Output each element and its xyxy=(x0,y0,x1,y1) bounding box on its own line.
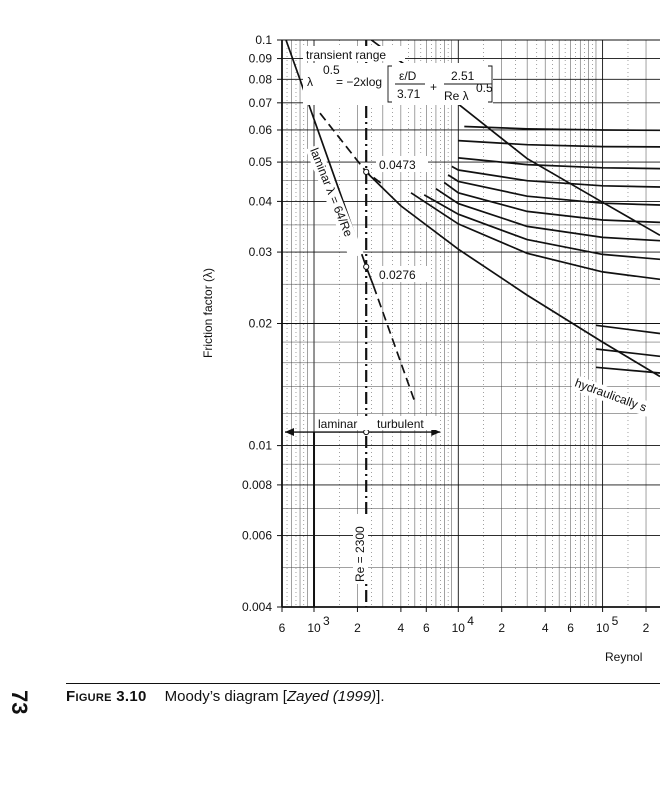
x-tick-label: 4 xyxy=(398,621,405,635)
y-tick-label: 0.09 xyxy=(249,52,273,66)
caption-rule xyxy=(66,683,660,684)
x-tick-labels: 6 10 3 2 4 6 10 4 2 4 6 10 5 2 xyxy=(279,614,650,635)
figure-label: Figure 3.10 xyxy=(66,688,147,705)
value-0473-label: 0.0473 xyxy=(379,158,416,172)
x-tick-label: 6 xyxy=(279,621,286,635)
y-tick-label: 0.05 xyxy=(249,155,273,169)
y-tick-label: 0.08 xyxy=(249,72,273,86)
y-tick-label: 0.03 xyxy=(249,245,273,259)
y-tick-label: 0.006 xyxy=(242,529,272,543)
formula-bracket-right xyxy=(488,65,493,103)
formula-frac2-den-exp: 0.5 xyxy=(476,81,493,95)
formula-bracket-left xyxy=(387,65,392,103)
transient-range-label: transient range xyxy=(306,48,386,62)
x-tick-label: 2 xyxy=(498,621,505,635)
friction-curve-13 xyxy=(464,125,660,132)
grid xyxy=(281,39,660,608)
formula-frac1-num: ε/D xyxy=(399,69,417,83)
figure-caption: Figure 3.10 Moody’s diagram [Zayed (1999)… xyxy=(66,688,385,705)
friction-curve-9 xyxy=(447,174,660,206)
re-label-box xyxy=(353,514,368,584)
value-0276-box xyxy=(376,266,428,282)
y-tick-label: 0.004 xyxy=(242,600,272,614)
value-0473-box xyxy=(376,156,428,172)
moody-chart: 0.1 0.09 0.08 0.07 0.06 0.05 0.04 0.03 0.02 0.01 0… xyxy=(201,33,660,664)
friction-curve-6 xyxy=(423,194,660,261)
y-tick-label: 0.04 xyxy=(249,194,273,208)
formula-frac2-num: 2.51 xyxy=(451,69,475,83)
formula-equals: = −2xlog xyxy=(336,75,382,89)
laminar-label: laminar xyxy=(318,417,357,431)
caption-end: ]. xyxy=(376,688,385,705)
friction-curve-2 xyxy=(372,285,416,403)
y-axis-label: Friction factor (λ) xyxy=(201,268,215,358)
x-tick-label: 10 xyxy=(596,621,610,635)
friction-curve-16 xyxy=(595,348,660,358)
caption-citation: Zayed (1999) xyxy=(286,688,377,705)
formula-frac2-den: Re λ xyxy=(444,89,469,103)
y-tick-label: 0.02 xyxy=(249,317,273,331)
reference-lines xyxy=(285,40,441,607)
page-number: 73 xyxy=(7,690,32,715)
x-tick-label: 2 xyxy=(354,621,361,635)
x-tick-exponent: 5 xyxy=(612,614,619,628)
arrow-head-left xyxy=(285,428,294,437)
friction-curve-4 xyxy=(365,171,660,378)
y-tick-labels: 0.1 0.09 0.08 0.07 0.06 0.05 0.04 0.03 0.02 0.01 0… xyxy=(242,33,272,614)
point-marker-2 xyxy=(363,263,370,270)
y-tick-label: 0.07 xyxy=(249,96,273,110)
y-tick-label: 0.1 xyxy=(255,33,272,47)
x-tick-label: 10 xyxy=(452,621,466,635)
transient-label-box xyxy=(303,46,405,61)
formula-lhs-exp: 0.5 xyxy=(323,63,340,77)
laminar-line-label-box xyxy=(305,144,364,260)
x-tick-exponent: 4 xyxy=(467,614,474,628)
colebrook-formula: λ 0.5 = −2xlog ε/D 3.71 + 2.51 Re λ 0.5 xyxy=(303,63,493,105)
x-tick-label: 6 xyxy=(423,621,430,635)
x-axis-label: Reynol xyxy=(605,650,642,664)
formula-plus: + xyxy=(430,80,437,94)
x-tick-label: 6 xyxy=(567,621,574,635)
friction-curve-8 xyxy=(443,181,660,224)
point-marker-1 xyxy=(363,168,370,175)
friction-curves xyxy=(285,40,660,403)
friction-curve-10 xyxy=(451,165,660,188)
hydraulically-label-box xyxy=(570,374,660,424)
friction-curve-12 xyxy=(458,139,660,148)
y-tick-label: 0.06 xyxy=(249,123,273,137)
friction-curve-15 xyxy=(595,324,660,335)
friction-curve-17 xyxy=(595,366,660,374)
laminar-turbulent-box xyxy=(315,416,437,430)
point-marker-3 xyxy=(363,428,370,436)
x-tick-label: 4 xyxy=(542,621,549,635)
x-tick-exponent: 3 xyxy=(323,614,330,628)
friction-curve-11 xyxy=(458,157,660,170)
axes xyxy=(277,39,660,612)
formula-frac1-den: 3.71 xyxy=(397,87,421,101)
y-tick-label: 0.01 xyxy=(249,439,273,453)
x-tick-label: 2 xyxy=(643,621,650,635)
turbulent-label: turbulent xyxy=(377,417,424,431)
x-tick-label: 10 xyxy=(307,621,321,635)
arrow-head-right xyxy=(431,428,441,437)
value-0276-label: 0.0276 xyxy=(379,268,416,282)
formula-lhs-lambda: λ xyxy=(307,75,313,89)
re-label: Re = 2300 xyxy=(353,526,367,582)
caption-text: Moody’s diagram [ xyxy=(164,688,287,705)
friction-curve-7 xyxy=(435,187,660,242)
friction-curve-5 xyxy=(410,192,660,281)
y-tick-label: 0.008 xyxy=(242,478,272,492)
